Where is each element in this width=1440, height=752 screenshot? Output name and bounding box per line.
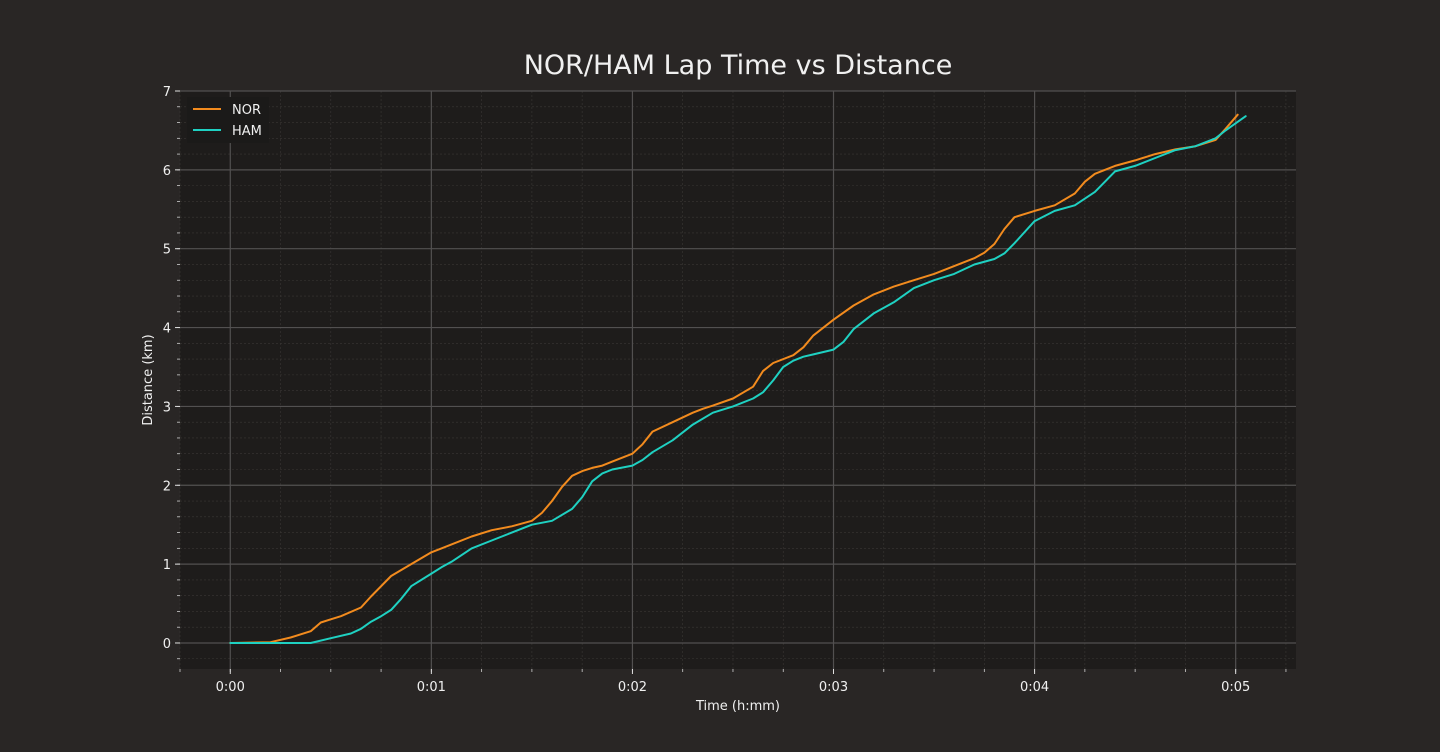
x-tick-label: 0:05 — [1221, 680, 1250, 695]
x-axis-label: Time (h:mm) — [695, 699, 780, 714]
x-tick-label: 0:00 — [216, 680, 245, 695]
y-axis-label: Distance (km) — [141, 334, 156, 425]
y-tick-label: 1 — [163, 558, 171, 573]
legend: NOR HAM — [187, 97, 269, 143]
y-tick-label: 6 — [163, 164, 171, 179]
y-tick-label: 0 — [163, 637, 171, 652]
series-lines — [229, 113, 1247, 644]
legend-label-ham: HAM — [232, 124, 262, 139]
legend-box — [187, 97, 269, 143]
series-line-nor — [229, 113, 1239, 644]
y-tick-label: 5 — [163, 243, 171, 258]
y-axis: 0 1 2 3 4 5 6 7 — [163, 85, 180, 660]
x-tick-label: 0:02 — [618, 680, 647, 695]
x-tick-label: 0:03 — [819, 680, 848, 695]
y-tick-label: 2 — [163, 479, 171, 494]
legend-label-nor: NOR — [232, 103, 261, 118]
x-tick-label: 0:04 — [1020, 680, 1049, 695]
y-tick-label: 4 — [163, 322, 171, 337]
chart-title: NOR/HAM Lap Time vs Distance — [524, 50, 953, 81]
y-tick-label: 3 — [163, 400, 171, 415]
plot-area — [180, 91, 1296, 669]
x-axis: 0:00 0:01 0:02 0:03 0:04 0:05 — [179, 669, 1287, 695]
series-line-ham — [229, 115, 1247, 644]
y-tick-label: 7 — [163, 85, 171, 100]
x-tick-label: 0:01 — [417, 680, 446, 695]
